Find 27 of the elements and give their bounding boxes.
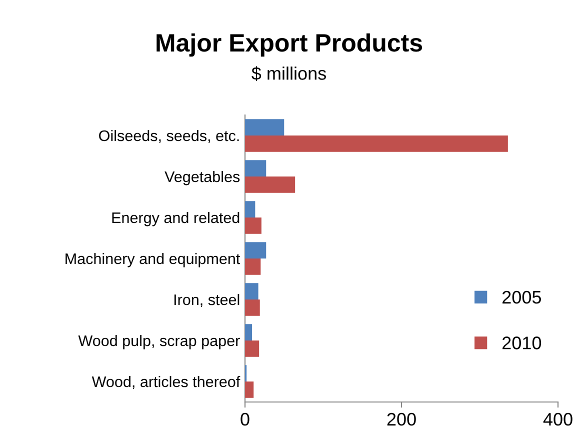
- y-tick-label: Machinery and equipment: [66, 252, 240, 268]
- bar: [245, 340, 260, 357]
- bar: [245, 160, 266, 176]
- chart-subtitle: $ millions: [252, 66, 326, 81]
- legend-label: 2010: [502, 336, 542, 350]
- bar: [245, 119, 284, 136]
- bar: [245, 324, 252, 340]
- x-tick-label: 0: [240, 412, 250, 426]
- y-tick-label: Wood pulp, scrap paper: [78, 334, 240, 350]
- bar: [245, 176, 296, 193]
- legend-label: 2005: [502, 290, 541, 304]
- bar: [245, 283, 258, 300]
- bar: [245, 300, 260, 316]
- bar: [245, 382, 254, 398]
- y-tick-label: Energy and related: [112, 212, 240, 226]
- bar: [245, 242, 266, 258]
- chart-title: Major Export Products: [156, 33, 422, 57]
- x-tick-label: 200: [387, 412, 416, 426]
- x-tick-label: 400: [543, 412, 572, 426]
- y-tick-label: Wood, articles thereof: [92, 376, 240, 389]
- y-tick-label: Vegetables: [164, 170, 240, 186]
- bar: [245, 201, 256, 218]
- bar: [245, 218, 262, 234]
- bar: [245, 136, 508, 152]
- bar: [245, 258, 261, 275]
- y-tick-label: Oilseeds, seeds, etc.: [99, 130, 239, 143]
- y-tick-label: Iron, steel: [174, 294, 240, 307]
